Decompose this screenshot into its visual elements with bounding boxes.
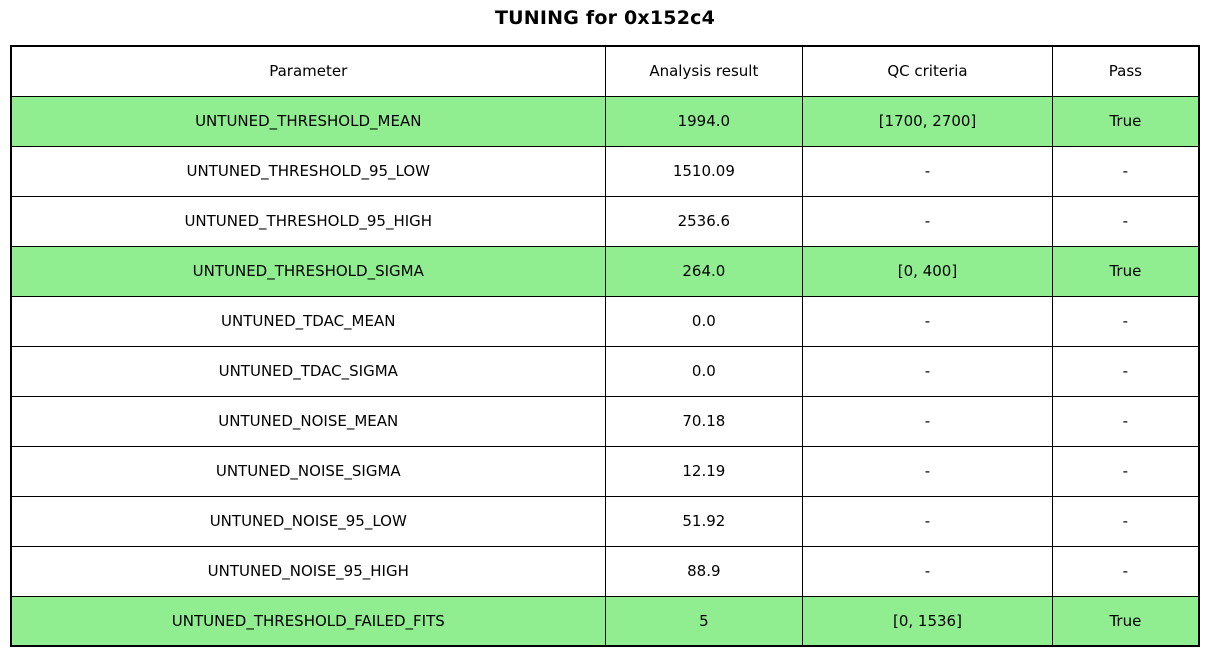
pass-cell: -	[1051, 295, 1200, 347]
analysis-result-cell: 2536.6	[604, 195, 804, 247]
table-row: UNTUNED_THRESHOLD_MEAN 1994.0 [1700, 2700]…	[10, 95, 1200, 147]
qc-criteria-cell: -	[802, 395, 1053, 447]
table-row: UNTUNED_NOISE_MEAN 70.18- -	[10, 395, 1200, 447]
pass-cell: True	[1051, 595, 1200, 647]
analysis-result-cell: 12.19	[604, 445, 804, 497]
analysis-result-cell: 5	[604, 595, 804, 647]
parameter-cell: UNTUNED_THRESHOLD_FAILED_FITS	[10, 595, 606, 647]
parameter-cell: UNTUNED_THRESHOLD_SIGMA	[10, 245, 606, 297]
analysis-result-cell: 264.0	[604, 245, 804, 297]
table-row: UNTUNED_THRESHOLD_95_LOW 1510.09- -	[10, 145, 1200, 197]
qc-criteria-cell: [0, 400]	[802, 245, 1053, 297]
column-header-pass: Pass	[1051, 45, 1200, 97]
qc-criteria-cell: -	[802, 195, 1053, 247]
pass-cell: True	[1051, 95, 1200, 147]
analysis-result-cell: 51.92	[604, 495, 804, 547]
pass-cell: True	[1051, 245, 1200, 297]
table-row: UNTUNED_TDAC_MEAN 0.0- -	[10, 295, 1200, 347]
parameter-cell: UNTUNED_THRESHOLD_MEAN	[10, 95, 606, 147]
analysis-result-cell: 1994.0	[604, 95, 804, 147]
column-header-qc_criteria: QC criteria	[802, 45, 1053, 97]
parameter-cell: UNTUNED_NOISE_SIGMA	[10, 445, 606, 497]
parameter-cell: UNTUNED_TDAC_MEAN	[10, 295, 606, 347]
pass-cell: -	[1051, 445, 1200, 497]
qc-criteria-cell: -	[802, 545, 1053, 597]
pass-cell: -	[1051, 345, 1200, 397]
analysis-result-cell: 1510.09	[604, 145, 804, 197]
tuning-table: Parameter Analysis result QC criteria Pass …	[10, 45, 1200, 647]
pass-cell: -	[1051, 395, 1200, 447]
analysis-result-cell: 0.0	[604, 345, 804, 397]
table-row: UNTUNED_NOISE_95_LOW 51.92- -	[10, 495, 1200, 547]
table-row: UNTUNED_THRESHOLD_FAILED_FITS 5 [0, 1536] T…	[10, 595, 1200, 647]
table-row: UNTUNED_THRESHOLD_SIGMA 264.0 [0, 400] True	[10, 245, 1200, 297]
chart-title: TUNING for 0x152c4	[495, 7, 715, 29]
table-row: UNTUNED_TDAC_SIGMA 0.0- -	[10, 345, 1200, 397]
table-row: UNTUNED_THRESHOLD_95_HIGH 2536.6- -	[10, 195, 1200, 247]
parameter-cell: UNTUNED_NOISE_95_HIGH	[10, 545, 606, 597]
pass-cell: -	[1051, 195, 1200, 247]
qc-criteria-cell: -	[802, 295, 1053, 347]
analysis-result-cell: 88.9	[604, 545, 804, 597]
analysis-result-cell: 70.18	[604, 395, 804, 447]
qc-criteria-cell: [1700, 2700]	[802, 95, 1053, 147]
parameter-cell: UNTUNED_THRESHOLD_95_LOW	[10, 145, 606, 197]
pass-cell: -	[1051, 545, 1200, 597]
parameter-cell: UNTUNED_TDAC_SIGMA	[10, 345, 606, 397]
table-row: UNTUNED_NOISE_SIGMA 12.19- -	[10, 445, 1200, 497]
qc-criteria-cell: [0, 1536]	[802, 595, 1053, 647]
qc-criteria-cell: -	[802, 495, 1053, 547]
column-header-parameter: Parameter	[10, 45, 606, 97]
analysis-result-cell: 0.0	[604, 295, 804, 347]
header-row: Parameter Analysis result QC criteria Pass	[10, 45, 1200, 97]
pass-cell: -	[1051, 495, 1200, 547]
table-header: Parameter Analysis result QC criteria Pass	[10, 45, 1200, 97]
column-header-analysis_result: Analysis result	[604, 45, 804, 97]
table-row: UNTUNED_NOISE_95_HIGH 88.9- -	[10, 545, 1200, 597]
pass-cell: -	[1051, 145, 1200, 197]
qc-criteria-cell: -	[802, 445, 1053, 497]
qc-criteria-cell: -	[802, 345, 1053, 397]
table-body: UNTUNED_THRESHOLD_MEAN 1994.0 [1700, 2700]…	[10, 95, 1200, 647]
parameter-cell: UNTUNED_NOISE_95_LOW	[10, 495, 606, 547]
parameter-cell: UNTUNED_THRESHOLD_95_HIGH	[10, 195, 606, 247]
qc-criteria-cell: -	[802, 145, 1053, 197]
parameter-cell: UNTUNED_NOISE_MEAN	[10, 395, 606, 447]
